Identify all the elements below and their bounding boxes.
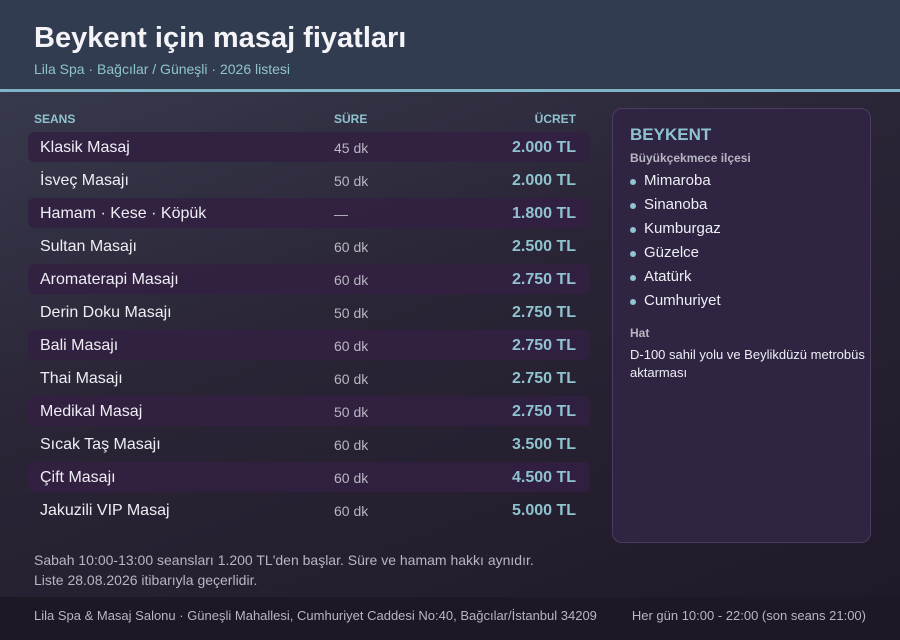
service-name: Aromaterapi Masajı bbox=[40, 271, 179, 288]
service-name: Bali Masajı bbox=[40, 337, 119, 354]
service-name: Çift Masajı bbox=[40, 469, 116, 486]
duration: 50 dk bbox=[334, 305, 369, 321]
table-row: Jakuzili VIP Masaj 60 dk 5.000 TL bbox=[28, 495, 590, 525]
table-row: Thai Masajı 60 dk 2.750 TL bbox=[28, 363, 590, 393]
service-name: Sıcak Taş Masajı bbox=[40, 436, 161, 453]
bullet bbox=[630, 251, 636, 257]
column-header: ÜCRET bbox=[534, 112, 576, 126]
footer-hours: Her gün 10:00 - 22:00 (son seans 21:00) bbox=[631, 608, 866, 623]
table-row: Aromaterapi Masajı 60 dk 2.750 TL bbox=[28, 264, 590, 294]
duration: 60 dk bbox=[334, 338, 369, 354]
service-name: Thai Masajı bbox=[40, 370, 123, 387]
price: 2.750 TL bbox=[511, 271, 576, 288]
table-row: Medikal Masaj 50 dk 2.750 TL bbox=[28, 396, 590, 426]
service-name: Derin Doku Masajı bbox=[40, 304, 172, 321]
service-name: İsveç Masajı bbox=[40, 172, 129, 189]
duration: 45 dk bbox=[334, 140, 369, 156]
note: Sabah 10:00-13:00 seansları 1.200 TL'den… bbox=[34, 552, 534, 568]
service-name: Medikal Masaj bbox=[40, 403, 143, 420]
bullet bbox=[630, 227, 636, 233]
duration: 60 dk bbox=[334, 470, 369, 486]
service-name: Jakuzili VIP Masaj bbox=[40, 502, 170, 519]
price: 2.750 TL bbox=[511, 403, 576, 420]
header: Beykent için masaj fiyatları Lila Spa · … bbox=[0, 0, 900, 89]
price: 1.800 TL bbox=[511, 205, 576, 222]
table-row: Hamam · Kese · Köpük — 1.800 TL bbox=[28, 198, 590, 228]
bullet bbox=[630, 275, 636, 281]
note: Liste 28.08.2026 itibarıyla geçerlidir. bbox=[34, 572, 258, 588]
divider bbox=[0, 89, 900, 92]
title: Beykent için masaj fiyatları bbox=[34, 22, 407, 54]
duration: 60 dk bbox=[334, 239, 369, 255]
neighborhood: Sinanoba bbox=[644, 196, 708, 213]
district-panel: BEYKENT Büyükçekmece ilçesi Mimaroba Sina… bbox=[612, 108, 871, 543]
price: 2.500 TL bbox=[511, 238, 576, 255]
price: 2.750 TL bbox=[511, 337, 576, 354]
price: 2.000 TL bbox=[511, 172, 576, 189]
subtitle: Lila Spa · Bağcılar / Güneşli · 2026 lis… bbox=[34, 61, 291, 77]
table-row: Sıcak Taş Masajı 60 dk 3.500 TL bbox=[28, 429, 590, 459]
bullet bbox=[630, 299, 636, 305]
panel-subtitle: Büyükçekmece ilçesi bbox=[630, 151, 751, 165]
table-row: Derin Doku Masajı 50 dk 2.750 TL bbox=[28, 297, 590, 327]
neighborhood: Kumburgaz bbox=[644, 220, 721, 237]
table-row: Çift Masajı 60 dk 4.500 TL bbox=[28, 462, 590, 492]
price: 4.500 TL bbox=[511, 469, 576, 486]
duration: 50 dk bbox=[334, 173, 369, 189]
panel-title: BEYKENT bbox=[630, 125, 712, 144]
table-row: Bali Masajı 60 dk 2.750 TL bbox=[28, 330, 590, 360]
price: 3.500 TL bbox=[511, 436, 576, 453]
column-header: SEANS bbox=[34, 112, 76, 126]
service-name: Hamam · Kese · Köpük bbox=[40, 205, 207, 222]
bullet bbox=[630, 179, 636, 185]
table-row: Klasik Masaj 45 dk 2.000 TL bbox=[28, 132, 590, 162]
price: 2.750 TL bbox=[511, 304, 576, 321]
line-label: Hat bbox=[630, 326, 650, 340]
duration: — bbox=[334, 206, 348, 222]
duration: 60 dk bbox=[334, 503, 369, 519]
neighborhood: Mimaroba bbox=[644, 172, 711, 189]
service-name: Sultan Masajı bbox=[40, 238, 137, 255]
line-text: D-100 sahil yolu ve Beylikdüzü metrobüs … bbox=[630, 347, 865, 380]
footer: Lila Spa & Masaj Salonu · Güneşli Mahall… bbox=[0, 597, 900, 640]
price: 2.000 TL bbox=[511, 139, 576, 156]
footer-address: Lila Spa & Masaj Salonu · Güneşli Mahall… bbox=[34, 608, 597, 623]
neighborhood: Atatürk bbox=[644, 268, 692, 285]
bullet bbox=[630, 203, 636, 209]
price: 5.000 TL bbox=[511, 502, 576, 519]
price: 2.750 TL bbox=[511, 370, 576, 387]
duration: 60 dk bbox=[334, 437, 369, 453]
duration: 50 dk bbox=[334, 404, 369, 420]
duration: 60 dk bbox=[334, 272, 369, 288]
duration: 60 dk bbox=[334, 371, 369, 387]
neighborhood: Güzelce bbox=[644, 244, 700, 261]
column-header: SÜRE bbox=[334, 112, 368, 126]
table-row: İsveç Masajı 50 dk 2.000 TL bbox=[28, 165, 590, 195]
neighborhood: Cumhuriyet bbox=[644, 292, 721, 309]
table-row: Sultan Masajı 60 dk 2.500 TL bbox=[28, 231, 590, 261]
service-name: Klasik Masaj bbox=[40, 139, 130, 156]
